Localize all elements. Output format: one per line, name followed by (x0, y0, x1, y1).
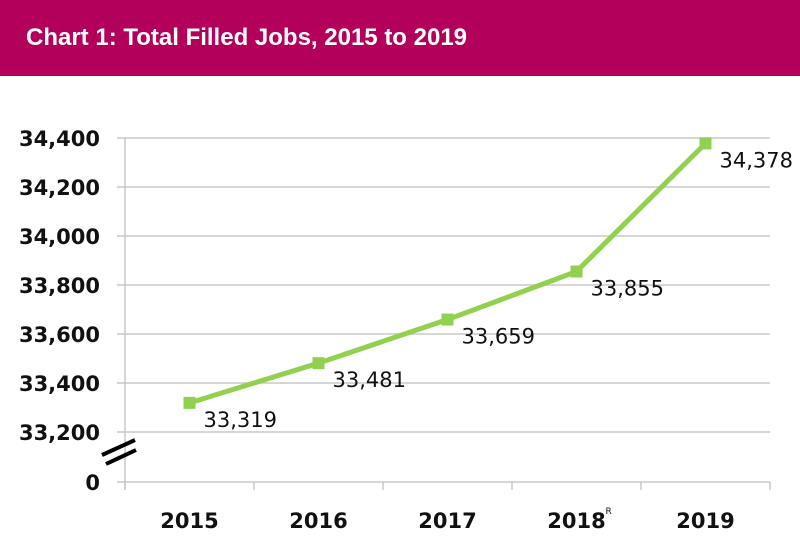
series-line (188, 141, 708, 406)
data-label: 33,855 (591, 277, 664, 301)
y-tick-label: 33,200 (19, 421, 100, 445)
axis-break-stroke (105, 448, 137, 466)
x-tick-label: 2019 (676, 509, 734, 533)
data-point-marker (312, 357, 325, 370)
y-tick-label: 34,400 (19, 127, 100, 151)
axes (124, 138, 771, 490)
axis-break-icon (101, 438, 137, 466)
x-axis-ticks: 2015 2016 2017 2018 R 2019 (160, 507, 734, 533)
data-labels: 33,319 33,481 33,659 33,855 34,378 (204, 148, 793, 431)
y-axis-ticks: 0 33,200 33,400 33,600 33,800 34,000 34,200 34,… (19, 127, 100, 495)
data-label: 34,378 (720, 148, 793, 172)
x-tick-label: 2016 (289, 509, 347, 533)
x-tick-superscript: R (606, 507, 612, 517)
data-point-marker (183, 396, 196, 409)
series-total-filled-jobs (183, 137, 712, 409)
x-tick-label: 2018 (547, 509, 605, 533)
y-tick-label: 34,200 (19, 176, 100, 200)
chart-header: Chart 1: Total Filled Jobs, 2015 to 2019 (0, 0, 800, 76)
y-tick-label: 34,000 (19, 225, 100, 249)
y-tick-label: 33,600 (19, 323, 100, 347)
data-point-marker (570, 265, 583, 278)
data-label: 33,659 (462, 325, 535, 349)
x-tick-label: 2015 (160, 509, 218, 533)
y-tick-label: 33,800 (19, 274, 100, 298)
data-point-marker (699, 137, 712, 150)
chart-title: Chart 1: Total Filled Jobs, 2015 to 2019 (26, 24, 468, 51)
data-label: 33,481 (333, 368, 406, 392)
data-point-marker (441, 313, 454, 326)
y-tick-label: 0 (85, 471, 100, 495)
x-tick-label: 2017 (418, 509, 476, 533)
data-label: 33,319 (204, 408, 277, 432)
axis-break-stroke (101, 438, 136, 457)
y-tick-label: 33,400 (19, 372, 100, 396)
